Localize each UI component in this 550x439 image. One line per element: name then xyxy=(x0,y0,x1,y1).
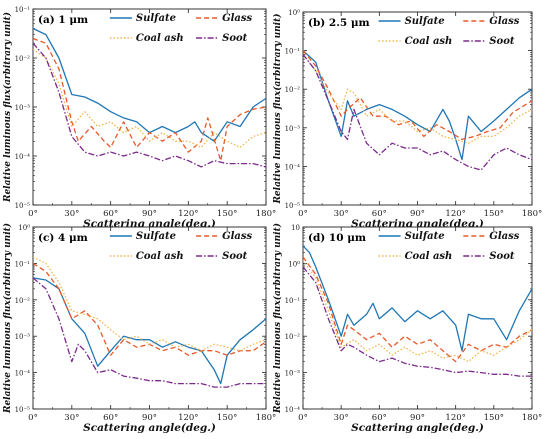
x-tick-label: 30° xyxy=(64,209,79,219)
legend-label-glass: Glass xyxy=(489,231,519,242)
y-tick-label: 10⁻² xyxy=(285,86,301,94)
x-tick-label: 150° xyxy=(217,209,237,219)
y-tick-label: 10⁻³ xyxy=(285,125,301,133)
x-tick-label: 180° xyxy=(522,413,542,423)
x-tick-label: 30° xyxy=(334,209,349,219)
legend-label-glass: Glass xyxy=(489,16,519,27)
y-tick-label: 10 xyxy=(291,224,300,232)
x-tick-label: 150° xyxy=(217,413,237,423)
legend-label-coal-ash: Coal ash xyxy=(405,36,453,47)
legend-label-sulfate: Sulfate xyxy=(405,16,445,27)
legend-label-soot: Soot xyxy=(222,33,248,44)
x-tick-label: 0° xyxy=(298,209,308,219)
y-axis-label: Relative luminous flux(arbitrary unit) xyxy=(2,223,13,414)
x-axis-label: Scattering angle(deg.) xyxy=(351,422,484,434)
x-axis-label: Scattering angle(deg.) xyxy=(83,422,216,434)
legend-label-coal-ash: Coal ash xyxy=(136,251,184,262)
panel-title: (d) 10 μm xyxy=(308,232,366,244)
y-tick-label: 10⁻¹ xyxy=(285,297,301,305)
y-tick-label: 10⁻³ xyxy=(285,370,301,378)
x-tick-label: 180° xyxy=(256,413,276,423)
panel-title: (c) 4 μm xyxy=(38,232,88,244)
y-tick-label: 10⁻⁴ xyxy=(285,163,301,171)
y-tick-label: 10⁻⁴ xyxy=(15,370,31,378)
panel-title: (a) 1 μm xyxy=(38,14,88,26)
panel-1: 10⁻⁵10⁻⁴10⁻³10⁻²10⁻¹0° 30° 60° 90° 120° 150° 1… xyxy=(2,6,276,230)
legend-label-coal-ash: Coal ash xyxy=(405,251,453,262)
y-tick-label: 10⁰ xyxy=(18,224,30,232)
legend-label-coal-ash: Coal ash xyxy=(136,33,184,44)
y-tick-label: 10⁻² xyxy=(15,55,31,63)
x-tick-label: 0° xyxy=(28,413,38,423)
x-tick-label: 30° xyxy=(64,413,79,423)
legend-label-sulfate: Sulfate xyxy=(136,231,176,242)
panel-title: (b) 2.5 μm xyxy=(308,17,370,29)
y-tick-label: 10⁻¹ xyxy=(15,6,31,14)
legend-label-sulfate: Sulfate xyxy=(405,231,445,242)
x-tick-label: 150° xyxy=(484,209,504,219)
y-tick-label: 10⁻⁴ xyxy=(15,153,31,161)
y-tick-label: 10⁻³ xyxy=(15,333,31,341)
legend-label-glass: Glass xyxy=(222,13,252,24)
legend-label-soot: Soot xyxy=(489,36,515,47)
y-axis-label: Relative luminous flux(arbitrary unit) xyxy=(2,12,13,203)
legend-label-sulfate: Sulfate xyxy=(136,13,176,24)
y-tick-label: 10⁰ xyxy=(288,260,300,268)
y-tick-label: 10⁰ xyxy=(288,9,300,17)
x-tick-label: 0° xyxy=(28,209,38,219)
legend-label-glass: Glass xyxy=(222,231,252,242)
x-tick-label: 0° xyxy=(298,413,308,423)
y-tick-label: 10⁻¹ xyxy=(285,48,301,56)
y-tick-label: 10⁻¹ xyxy=(15,260,31,268)
legend-label-soot: Soot xyxy=(222,251,248,262)
y-tick-label: 10⁻² xyxy=(285,333,301,341)
x-tick-label: 150° xyxy=(484,413,504,423)
y-axis-label: Relative luminous flux(arbitrary unit) xyxy=(272,13,283,204)
y-tick-label: 10⁻² xyxy=(15,297,31,305)
legend-label-soot: Soot xyxy=(489,251,515,262)
y-tick-label: 10⁻³ xyxy=(15,104,31,112)
y-axis-label: Relative luminous flux(arbitrary unit) xyxy=(272,223,283,414)
x-tick-label: 180° xyxy=(522,209,542,219)
x-tick-label: 180° xyxy=(256,209,276,219)
x-tick-label: 30° xyxy=(334,413,349,423)
